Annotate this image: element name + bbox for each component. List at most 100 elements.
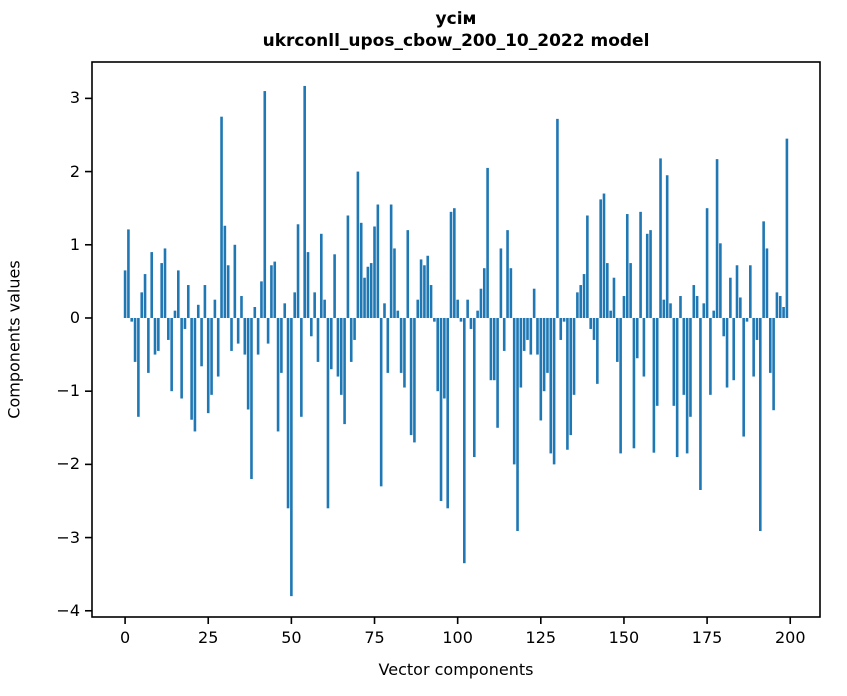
bar xyxy=(240,296,243,318)
bar xyxy=(316,317,320,362)
bar xyxy=(619,317,622,454)
bar xyxy=(782,307,785,318)
bar xyxy=(705,208,709,318)
bar xyxy=(496,317,499,428)
bar xyxy=(679,296,682,318)
bar xyxy=(303,85,306,318)
bar xyxy=(300,317,303,417)
bar xyxy=(572,317,576,395)
bar xyxy=(349,317,353,362)
bar xyxy=(739,297,742,318)
bar xyxy=(396,310,400,318)
bar xyxy=(389,204,393,318)
bar xyxy=(386,317,390,373)
bar xyxy=(466,299,469,318)
bar xyxy=(712,310,716,318)
bar xyxy=(772,317,775,411)
bar xyxy=(512,317,516,465)
bar xyxy=(655,317,659,406)
bar xyxy=(137,317,140,417)
bar xyxy=(223,225,227,318)
bar xyxy=(699,317,702,490)
bar xyxy=(492,317,496,381)
bar xyxy=(170,317,173,392)
x-tick-label: 50 xyxy=(281,628,302,647)
bar xyxy=(310,317,313,337)
bar xyxy=(755,317,759,340)
bar xyxy=(449,211,453,318)
bar xyxy=(735,265,739,318)
chart-title-model: ukrconll_upos_cbow_200_10_2022 model xyxy=(262,31,650,51)
plot-frame xyxy=(91,61,821,618)
bar xyxy=(506,230,509,318)
bar xyxy=(339,317,343,395)
bar xyxy=(635,317,639,359)
bar xyxy=(383,303,386,318)
bar xyxy=(702,303,706,318)
bar xyxy=(642,317,646,377)
x-tick-label: 200 xyxy=(774,628,806,647)
bar xyxy=(280,317,283,373)
bar xyxy=(290,317,293,597)
bar xyxy=(539,317,543,421)
bar xyxy=(403,317,406,388)
bar xyxy=(286,317,290,509)
bar xyxy=(177,270,180,318)
bar xyxy=(566,317,569,450)
bar xyxy=(526,317,529,340)
bar xyxy=(200,317,203,367)
bar xyxy=(359,222,363,318)
bar xyxy=(742,317,745,437)
bar xyxy=(463,317,466,564)
x-tick-label: 75 xyxy=(364,628,385,647)
bar xyxy=(695,296,699,318)
bar xyxy=(729,277,732,318)
bar xyxy=(423,265,426,318)
bar xyxy=(127,229,130,318)
bar xyxy=(186,285,190,318)
bar xyxy=(502,317,506,351)
bar xyxy=(353,317,356,340)
bar xyxy=(233,244,237,318)
x-tick-label: 150 xyxy=(608,628,640,647)
bar xyxy=(499,248,503,318)
bar xyxy=(709,317,712,395)
y-tick-label: 2 xyxy=(69,161,80,181)
bar xyxy=(645,233,649,318)
bar xyxy=(366,266,370,318)
bar xyxy=(369,263,373,318)
bar xyxy=(745,317,749,322)
bar xyxy=(675,317,679,458)
bar xyxy=(167,317,170,340)
bar xyxy=(542,317,546,392)
bar xyxy=(246,317,250,410)
bar xyxy=(216,317,220,377)
bar xyxy=(529,317,533,355)
bar xyxy=(472,317,476,458)
bar xyxy=(765,248,769,318)
bar xyxy=(379,317,383,487)
bar xyxy=(665,175,669,318)
bar xyxy=(376,204,380,318)
bar xyxy=(323,299,326,318)
bar xyxy=(140,292,144,318)
bar xyxy=(160,263,163,318)
bar xyxy=(429,285,433,318)
bar xyxy=(226,265,230,318)
bar xyxy=(482,268,486,318)
bar xyxy=(612,277,616,318)
bar xyxy=(443,317,446,399)
bar xyxy=(546,317,549,373)
bar xyxy=(486,167,489,318)
bar xyxy=(749,265,752,318)
bar xyxy=(785,138,789,318)
bar xyxy=(659,158,662,318)
bar xyxy=(203,285,207,318)
bar xyxy=(516,317,519,531)
bar xyxy=(153,317,157,355)
x-tick-label: 175 xyxy=(691,628,723,647)
bar xyxy=(363,277,366,318)
bar xyxy=(625,214,629,318)
